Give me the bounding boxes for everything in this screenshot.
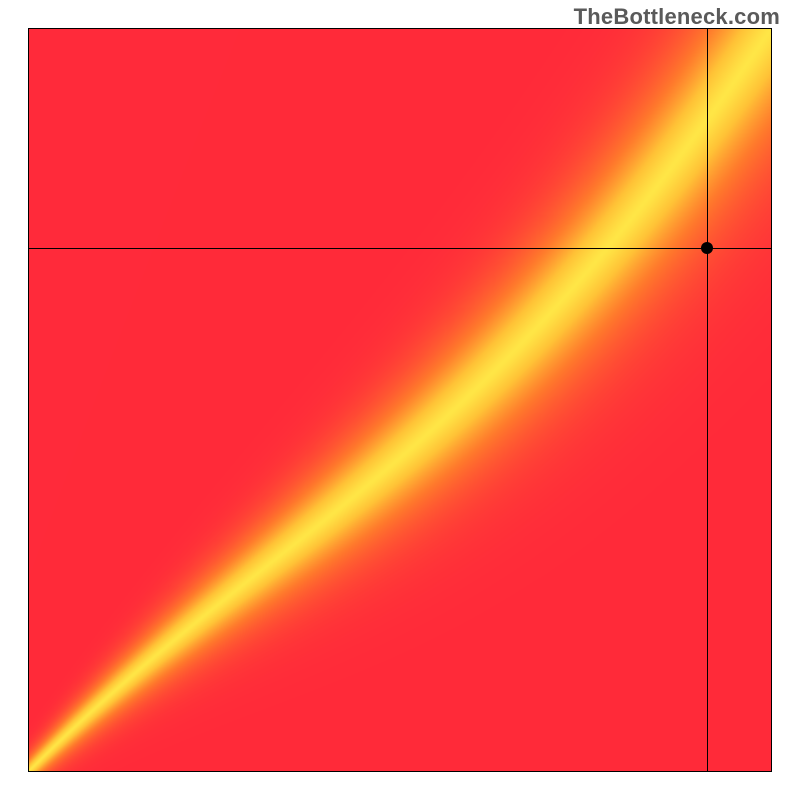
- bottleneck-heatmap-plot: [28, 28, 772, 772]
- heatmap-canvas: [29, 29, 771, 771]
- watermark-text: TheBottleneck.com: [574, 4, 780, 30]
